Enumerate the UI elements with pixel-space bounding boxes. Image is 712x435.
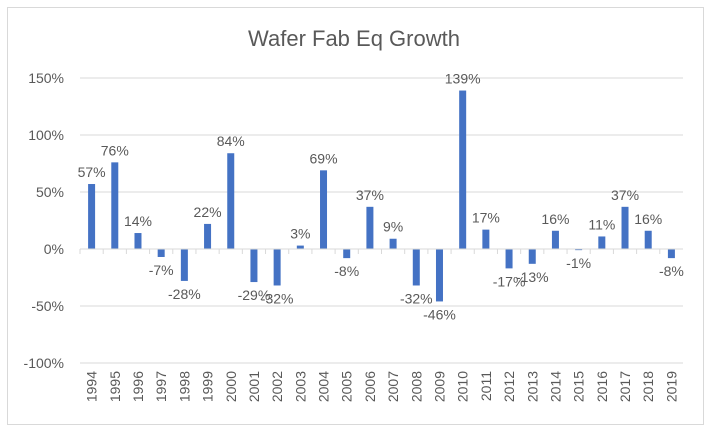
bar: [459, 90, 467, 249]
x-tick-label: 1996: [130, 371, 146, 402]
x-tick-label: 2005: [339, 371, 355, 402]
x-tick-label: 2006: [362, 371, 378, 402]
data-label: -7%: [149, 262, 174, 278]
y-tick-label: -100%: [24, 355, 64, 371]
x-tick-label: 2001: [246, 371, 262, 402]
chart-frame: [7, 7, 704, 425]
x-tick-label: 1997: [153, 371, 169, 402]
bar: [598, 236, 606, 249]
data-label: -28%: [168, 286, 201, 302]
x-tick-label: 2015: [571, 371, 587, 402]
data-label: 37%: [611, 187, 639, 203]
data-label: 11%: [588, 216, 615, 232]
data-label: 84%: [217, 133, 245, 149]
bar: [644, 230, 652, 249]
x-tick-label: 2011: [478, 371, 494, 401]
bar: [250, 249, 258, 283]
bar: [366, 206, 374, 249]
bar: [134, 233, 142, 249]
bar: [157, 249, 165, 257]
data-label: 3%: [290, 226, 310, 242]
data-label: -29%: [238, 287, 271, 303]
bar: [412, 249, 420, 286]
data-label: 57%: [78, 164, 106, 180]
bar: [482, 229, 490, 249]
data-label: -32%: [261, 290, 294, 306]
data-label: 76%: [101, 142, 129, 158]
y-tick-label: 0%: [44, 241, 64, 257]
bar: [180, 249, 188, 281]
bar: [505, 249, 513, 269]
bar: [273, 249, 281, 286]
x-tick-label: 2000: [223, 371, 239, 402]
bar: [296, 245, 304, 249]
bar: [204, 223, 212, 249]
x-tick-label: 1999: [200, 371, 216, 402]
data-label: 9%: [383, 219, 403, 235]
x-tick-label: 2004: [316, 371, 332, 402]
y-tick-label: 100%: [28, 127, 64, 143]
x-tick-label: 2012: [501, 371, 517, 402]
bar: [528, 249, 536, 264]
chart-title: Wafer Fab Eq Growth: [248, 26, 460, 51]
x-tick-label: 2017: [617, 371, 633, 402]
x-tick-label: 2016: [594, 371, 610, 402]
data-label: -1%: [566, 255, 591, 271]
x-tick-label: 1994: [84, 371, 100, 402]
x-tick-label: 2014: [547, 371, 563, 402]
bar: [435, 249, 443, 302]
y-tick-label: 50%: [36, 184, 64, 200]
bar: [575, 249, 583, 251]
y-tick-label: -50%: [31, 298, 64, 314]
x-tick-label: 2019: [663, 371, 679, 402]
bar: [667, 249, 675, 259]
data-label: -13%: [516, 269, 549, 285]
data-label: 37%: [356, 187, 384, 203]
data-label: 69%: [310, 150, 338, 166]
data-label: -32%: [400, 290, 433, 306]
bar: [389, 238, 397, 249]
x-tick-label: 1995: [107, 371, 123, 402]
x-tick-label: 2010: [455, 371, 471, 402]
data-label: 22%: [194, 204, 222, 220]
x-tick-label: 1998: [176, 371, 192, 402]
x-tick-label: 2003: [292, 371, 308, 402]
x-tick-label: 2002: [269, 371, 285, 402]
bar: [111, 162, 119, 249]
data-label: 17%: [472, 210, 500, 226]
bar: [227, 153, 235, 249]
bar: [88, 184, 96, 249]
data-label: -46%: [423, 306, 456, 322]
x-tick-label: 2018: [640, 371, 656, 402]
data-label: 16%: [634, 211, 662, 227]
bar: [320, 170, 328, 249]
x-tick-label: 2009: [431, 371, 447, 402]
bar: [343, 249, 351, 259]
y-tick-label: 150%: [28, 70, 64, 86]
x-tick-label: 2008: [408, 371, 424, 402]
x-tick-label: 2007: [385, 371, 401, 402]
x-tick-label: 2013: [524, 371, 540, 402]
data-label: 139%: [445, 71, 481, 87]
data-label: -8%: [334, 263, 359, 279]
bar: [551, 230, 559, 249]
bar: [621, 206, 629, 249]
data-label: 16%: [541, 211, 569, 227]
data-label: -8%: [659, 263, 684, 279]
data-label: 14%: [124, 213, 152, 229]
data-label: -17%: [493, 273, 526, 289]
